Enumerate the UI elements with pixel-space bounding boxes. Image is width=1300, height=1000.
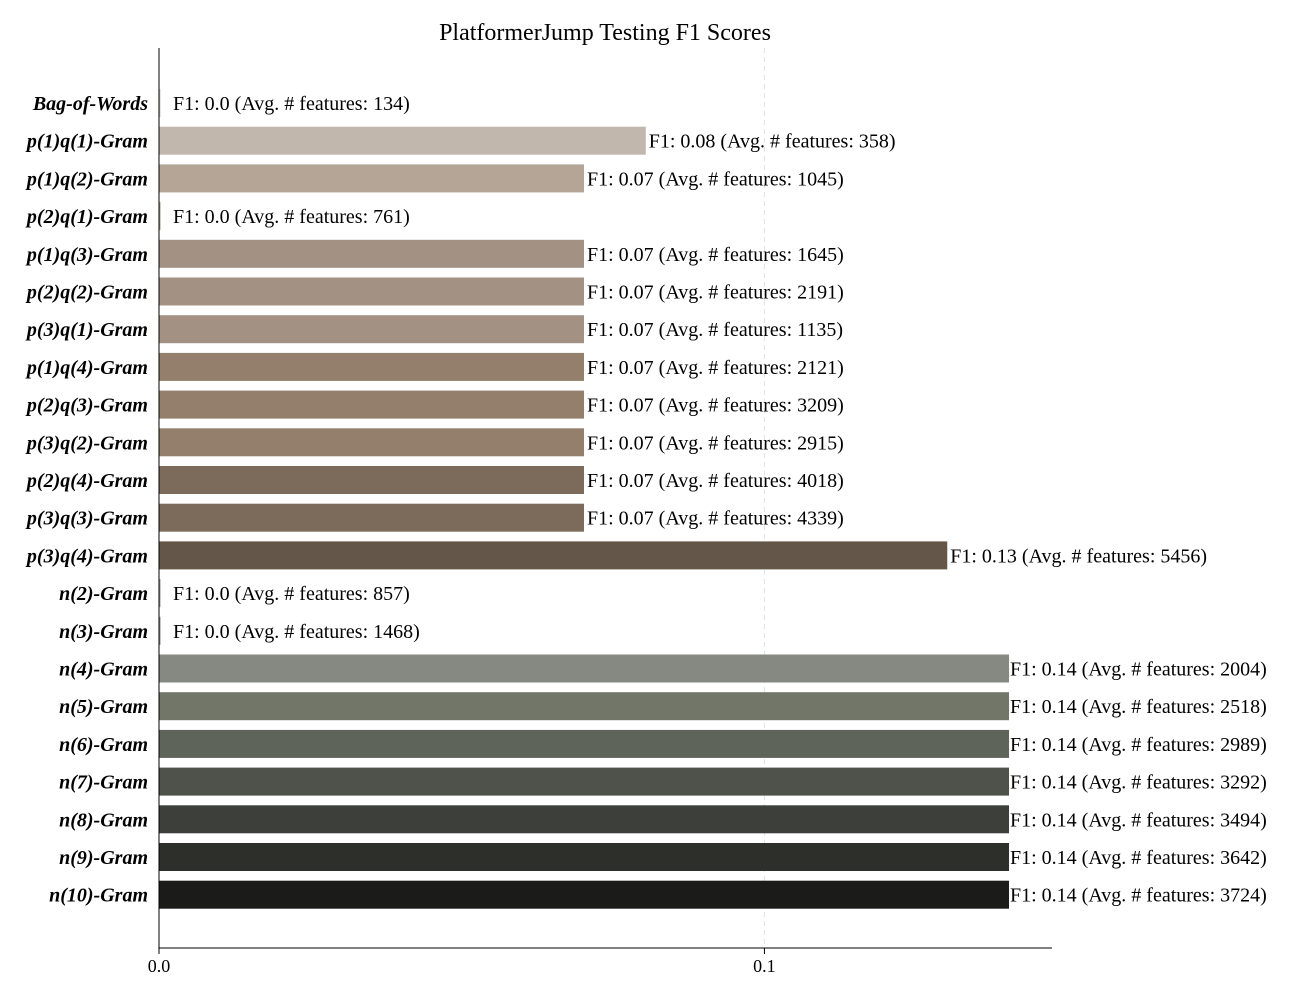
category-label: n(7)-Gram <box>59 772 148 794</box>
bar <box>159 805 1010 834</box>
bar <box>159 843 1010 871</box>
category-label: p(1)q(1)-Gram <box>25 131 148 153</box>
x-axis-ticks: 0.0 0.1 <box>148 948 776 976</box>
bar <box>159 466 585 494</box>
category-label: n(6)-Gram <box>59 734 148 756</box>
data-label: F1: 0.07 (Avg. # features: 4339) <box>587 508 844 530</box>
category-label: n(10)-Gram <box>49 885 148 907</box>
data-label: F1: 0.07 (Avg. # features: 3209) <box>587 395 844 417</box>
data-label: F1: 0.14 (Avg. # features: 3494) <box>1010 809 1267 831</box>
category-label: p(3)q(2)-Gram <box>25 432 148 454</box>
category-label: Bag-of-Words <box>32 93 148 115</box>
data-label: F1: 0.14 (Avg. # features: 3292) <box>1010 772 1267 794</box>
category-label: p(1)q(4)-Gram <box>25 357 148 379</box>
bar <box>159 277 585 306</box>
data-label: F1: 0.07 (Avg. # features: 4018) <box>587 470 844 492</box>
data-label: F1: 0.14 (Avg. # features: 3642) <box>1010 847 1267 869</box>
bar <box>159 503 585 532</box>
data-label: F1: 0.14 (Avg. # features: 2989) <box>1010 734 1267 756</box>
bar <box>159 390 585 419</box>
data-label: F1: 0.14 (Avg. # features: 2518) <box>1010 696 1267 718</box>
data-label: F1: 0.0 (Avg. # features: 761) <box>173 206 410 228</box>
data-label: F1: 0.07 (Avg. # features: 2191) <box>587 282 844 304</box>
bar <box>159 89 161 117</box>
category-label: p(3)q(3)-Gram <box>25 508 148 530</box>
data-label: F1: 0.07 (Avg. # features: 2121) <box>587 357 844 379</box>
data-label: F1: 0.07 (Avg. # features: 1045) <box>587 168 844 190</box>
category-label: n(5)-Gram <box>59 696 148 718</box>
bar <box>159 164 585 193</box>
bar <box>159 616 161 645</box>
bar <box>159 352 585 381</box>
chart-title: PlatformerJump Testing F1 Scores <box>439 20 771 46</box>
data-labels: F1: 0.0 (Avg. # features: 134) F1: 0.08 (… <box>173 93 1267 907</box>
x-tick-label: 0.0 <box>148 956 171 976</box>
data-label: F1: 0.0 (Avg. # features: 857) <box>173 583 410 605</box>
bar <box>159 880 1010 909</box>
data-label: F1: 0.0 (Avg. # features: 134) <box>173 93 410 115</box>
data-label: F1: 0.0 (Avg. # features: 1468) <box>173 621 420 643</box>
bar <box>159 126 646 155</box>
bar <box>159 579 161 608</box>
bar <box>159 239 585 268</box>
category-label: p(2)q(3)-Gram <box>25 395 148 417</box>
bar <box>159 315 585 344</box>
category-label: n(9)-Gram <box>59 847 148 869</box>
bar <box>159 729 1010 758</box>
data-label: F1: 0.08 (Avg. # features: 358) <box>649 131 896 153</box>
bars-group <box>159 89 1010 909</box>
bar <box>159 692 1010 721</box>
category-label: p(3)q(4)-Gram <box>25 545 148 567</box>
bar <box>159 202 161 231</box>
category-label: p(1)q(3)-Gram <box>25 244 148 266</box>
data-label: F1: 0.07 (Avg. # features: 1135) <box>587 319 843 341</box>
data-label: F1: 0.07 (Avg. # features: 2915) <box>587 432 844 454</box>
data-label: F1: 0.07 (Avg. # features: 1645) <box>587 244 844 266</box>
category-label: n(3)-Gram <box>59 621 148 643</box>
data-label: F1: 0.14 (Avg. # features: 2004) <box>1010 659 1267 681</box>
category-label: p(2)q(2)-Gram <box>25 282 148 304</box>
category-label: p(3)q(1)-Gram <box>25 319 148 341</box>
data-label: F1: 0.13 (Avg. # features: 5456) <box>950 545 1207 567</box>
category-label: p(2)q(4)-Gram <box>25 470 148 492</box>
x-tick-label: 0.1 <box>753 956 776 976</box>
category-label: n(2)-Gram <box>59 583 148 605</box>
bar <box>159 654 1010 683</box>
category-labels: Bag-of-Words p(1)q(1)-Gram p(1)q(2)-Gram p(… <box>25 93 148 907</box>
bar <box>159 428 585 457</box>
bar <box>159 767 1010 796</box>
category-label: n(4)-Gram <box>59 659 148 681</box>
category-label: p(1)q(2)-Gram <box>25 168 148 190</box>
bar <box>159 541 948 570</box>
category-label: p(2)q(1)-Gram <box>25 206 148 228</box>
data-label: F1: 0.14 (Avg. # features: 3724) <box>1010 885 1267 907</box>
category-label: n(8)-Gram <box>59 809 148 831</box>
